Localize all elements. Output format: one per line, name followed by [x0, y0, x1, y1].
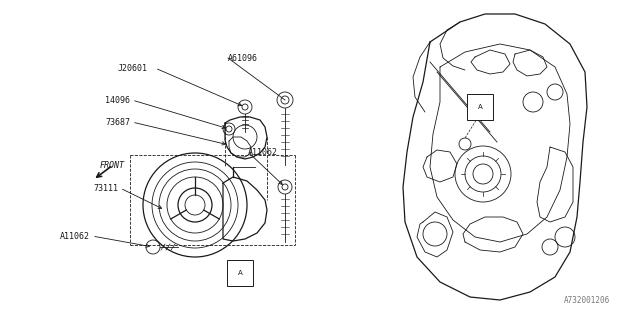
Text: 14096: 14096 [105, 95, 130, 105]
Text: A11062: A11062 [248, 148, 278, 156]
Text: 73687: 73687 [105, 117, 130, 126]
Text: J20601: J20601 [118, 63, 148, 73]
Text: A: A [237, 270, 243, 276]
Text: A732001206: A732001206 [564, 296, 610, 305]
Text: A11062: A11062 [60, 231, 90, 241]
Text: A61096: A61096 [228, 53, 258, 62]
Text: FRONT: FRONT [100, 161, 125, 170]
Text: 73111: 73111 [93, 183, 118, 193]
Text: A: A [477, 104, 483, 110]
